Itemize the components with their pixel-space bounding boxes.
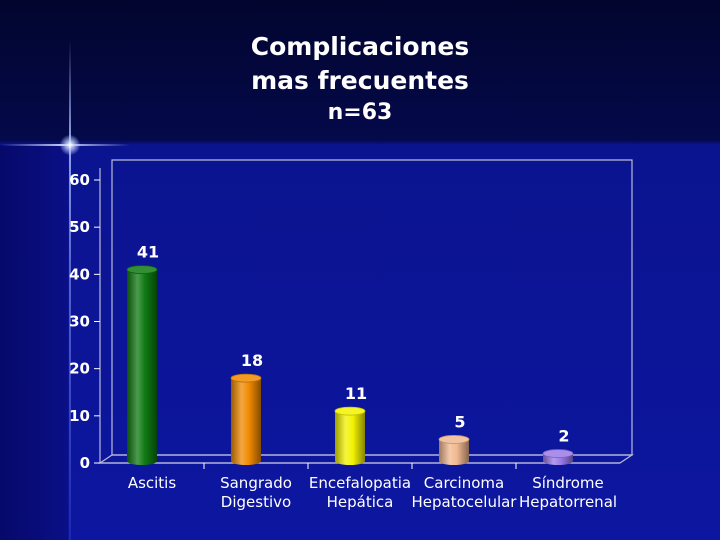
bar-3	[334, 406, 366, 465]
bar-body	[127, 269, 157, 465]
category-label-line: Hepatocelular	[412, 493, 518, 511]
category-label-line: Síndrome	[532, 474, 604, 492]
value-label: 41	[137, 243, 159, 262]
value-label: 11	[345, 384, 367, 403]
bar-5	[542, 449, 574, 465]
slide-title-line-1: Complicaciones	[250, 32, 470, 61]
bar-body	[231, 378, 261, 465]
bar-body	[335, 411, 365, 465]
light-flare-core	[60, 135, 80, 155]
bars	[126, 265, 574, 465]
y-tick-label: 50	[69, 218, 90, 236]
category-label-line: Hepática	[327, 493, 394, 511]
category-label: Sangrado Digestivo	[220, 474, 292, 511]
y-axis: 0 10 20 30 40 50 60	[69, 168, 101, 472]
category-label: Encefalopatia Hepática	[309, 474, 411, 511]
y-tick-label: 30	[69, 313, 90, 331]
category-label: Síndrome Hepatorrenal	[519, 474, 617, 511]
slide-title-sample-size: n=63	[327, 100, 393, 125]
y-tick-label: 10	[69, 407, 90, 425]
category-label-line: Sangrado	[220, 474, 292, 492]
bar-top	[542, 449, 574, 458]
value-label: 5	[454, 412, 465, 431]
y-tick-label: 0	[80, 454, 90, 472]
bar-2	[230, 373, 262, 465]
slide-title-line-2: mas frecuentes	[251, 66, 469, 95]
value-labels: 41 18 11 5 2	[137, 243, 570, 446]
bar-top	[230, 373, 262, 383]
category-label-line: Carcinoma	[424, 474, 504, 492]
bar-top	[334, 406, 366, 416]
category-label: Carcinoma Hepatocelular	[412, 474, 518, 511]
category-label-line: Ascitis	[128, 474, 177, 492]
y-tick-label: 60	[69, 171, 90, 189]
category-label-line: Encefalopatia	[309, 474, 411, 492]
plot-area-frame	[98, 159, 634, 464]
value-label: 2	[558, 427, 569, 446]
category-label-line: Hepatorrenal	[519, 493, 617, 511]
plot-back-wall	[111, 159, 633, 456]
y-tick-label: 20	[69, 360, 90, 378]
bar-1	[126, 265, 158, 465]
bar-4	[438, 435, 470, 465]
category-label: Ascitis	[128, 474, 177, 492]
category-label-line: Digestivo	[221, 493, 291, 511]
value-label: 18	[241, 351, 263, 370]
slide-left-band	[0, 145, 68, 540]
bar-top	[438, 435, 470, 444]
bar-body	[439, 439, 469, 465]
light-flare-vertical	[69, 40, 71, 540]
bar-top	[126, 265, 158, 275]
y-tick-label: 40	[69, 265, 90, 283]
